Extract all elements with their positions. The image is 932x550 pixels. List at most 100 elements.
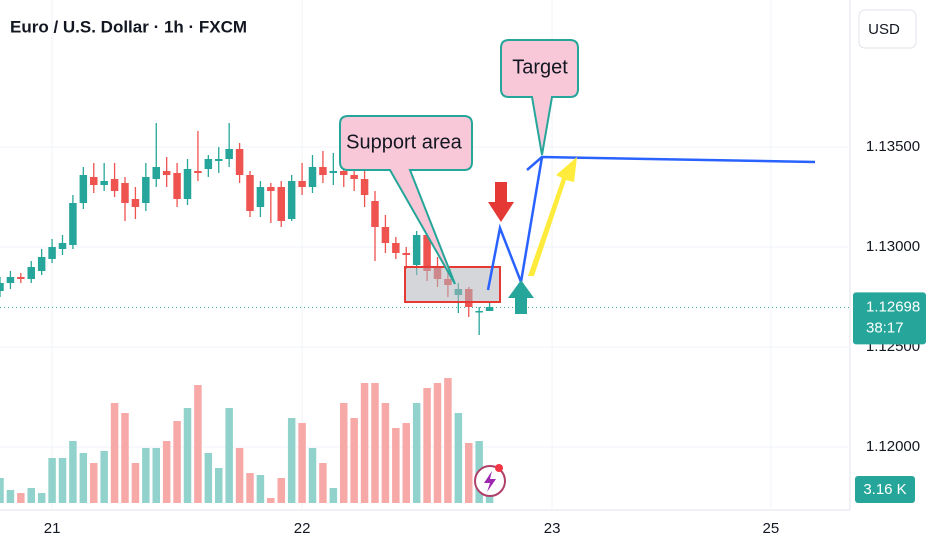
down-arrow: [488, 182, 514, 222]
volume-bar: [485, 493, 494, 503]
y-tick-label: 1.13500: [866, 138, 920, 155]
candle-body: [162, 171, 171, 175]
volume-bar: [298, 423, 306, 503]
candle-body: [256, 187, 265, 207]
callout: [339, 115, 473, 285]
volume-bar: [246, 473, 254, 503]
candle-body: [225, 149, 233, 159]
candle-body: [27, 267, 35, 279]
candle-body: [0, 283, 4, 291]
currency: USD: [868, 21, 900, 38]
x-tick-label: 25: [762, 520, 779, 537]
volume-bar: [204, 453, 213, 503]
candle-body: [287, 181, 296, 219]
volume-bar: [79, 453, 88, 503]
volume-bar: [142, 448, 150, 503]
candle-body: [58, 243, 67, 249]
volume-bar: [90, 463, 98, 503]
volume-tag: [855, 476, 915, 503]
volume-bar: [350, 418, 358, 503]
candle-body: [371, 201, 379, 227]
candle-body: [69, 203, 77, 245]
volume-bar: [162, 441, 171, 503]
candle-body: [17, 277, 25, 279]
candle-body: [298, 181, 306, 187]
volume-bar: [27, 488, 35, 503]
candle-body: [37, 257, 46, 271]
candle-body: [350, 175, 358, 179]
volume-bar: [215, 468, 223, 503]
candle-body: [173, 173, 181, 199]
candle-body: [277, 187, 285, 221]
candle-body: [246, 175, 254, 211]
candle-body: [423, 235, 431, 271]
volume-bar: [465, 443, 473, 503]
flash-icon-glyph: [484, 471, 496, 492]
volume-bar: [340, 403, 348, 503]
volume-bar: [423, 388, 431, 503]
candle-body: [100, 181, 108, 185]
volume-bar: [433, 383, 442, 503]
x-tick-label: 22: [294, 520, 311, 537]
volume-bar: [329, 488, 338, 503]
candle-body: [485, 307, 494, 311]
candle-body: [79, 175, 88, 203]
volume-bar: [0, 478, 4, 503]
candle-body: [381, 227, 390, 243]
price-tag: [853, 292, 926, 345]
volume-bar: [381, 403, 390, 503]
volume-bar: [319, 463, 327, 503]
candle-body: [131, 199, 140, 207]
candle-body: [412, 235, 421, 265]
candle-body: [204, 159, 213, 169]
candle-body: [194, 171, 202, 173]
volume-bar: [58, 458, 67, 503]
candle-body: [475, 311, 483, 313]
volume-bar: [287, 418, 296, 503]
volume-bar: [17, 493, 25, 503]
volume-bar: [152, 448, 160, 503]
candle-body: [121, 183, 129, 203]
candle-body: [6, 277, 15, 283]
volume-bar: [235, 448, 244, 503]
yellow-arrow: [528, 157, 577, 276]
candle-body: [235, 149, 244, 175]
y-tick-label: 1.12000: [866, 438, 920, 455]
volume-bar: [256, 475, 265, 503]
candle-body: [90, 177, 98, 185]
x-tick-label: 21: [44, 520, 61, 537]
callout: [500, 39, 579, 156]
candle-body: [319, 167, 327, 175]
volume-bar: [121, 413, 129, 503]
volume-bar: [392, 428, 400, 503]
volume-bar: [225, 408, 233, 503]
volume-bar: [308, 448, 317, 503]
volume-bar: [360, 383, 369, 503]
volume-bar: [131, 463, 140, 503]
volume-bar: [48, 458, 56, 503]
currency-button[interactable]: [858, 9, 917, 49]
x-tick-label: 23: [544, 520, 561, 537]
price-tags: 1.12698 38:17 3.16 K: [853, 292, 926, 503]
candle-body: [340, 171, 348, 175]
volume-label: 3.16 K: [863, 481, 906, 498]
candle-body: [360, 179, 369, 195]
candle-body: [402, 253, 410, 255]
volume-bar: [69, 441, 77, 503]
volume-bar: [412, 403, 421, 503]
volume-bar: [194, 385, 202, 503]
volume-bar: [454, 413, 463, 503]
volume-bar: [371, 383, 379, 503]
volume-bar: [110, 403, 119, 503]
volume-bar: [402, 423, 410, 503]
volume-bar: [444, 378, 452, 503]
volume-bar: [183, 408, 192, 503]
volume-bar: [277, 478, 285, 503]
candle-body: [110, 179, 119, 191]
candle-body: [183, 169, 192, 199]
volume-bar: [173, 421, 181, 503]
chart-title: Euro / U.S. Dollar · 1h · FXCM: [10, 17, 247, 36]
volume-bar: [6, 490, 15, 503]
candle-body: [48, 247, 56, 259]
